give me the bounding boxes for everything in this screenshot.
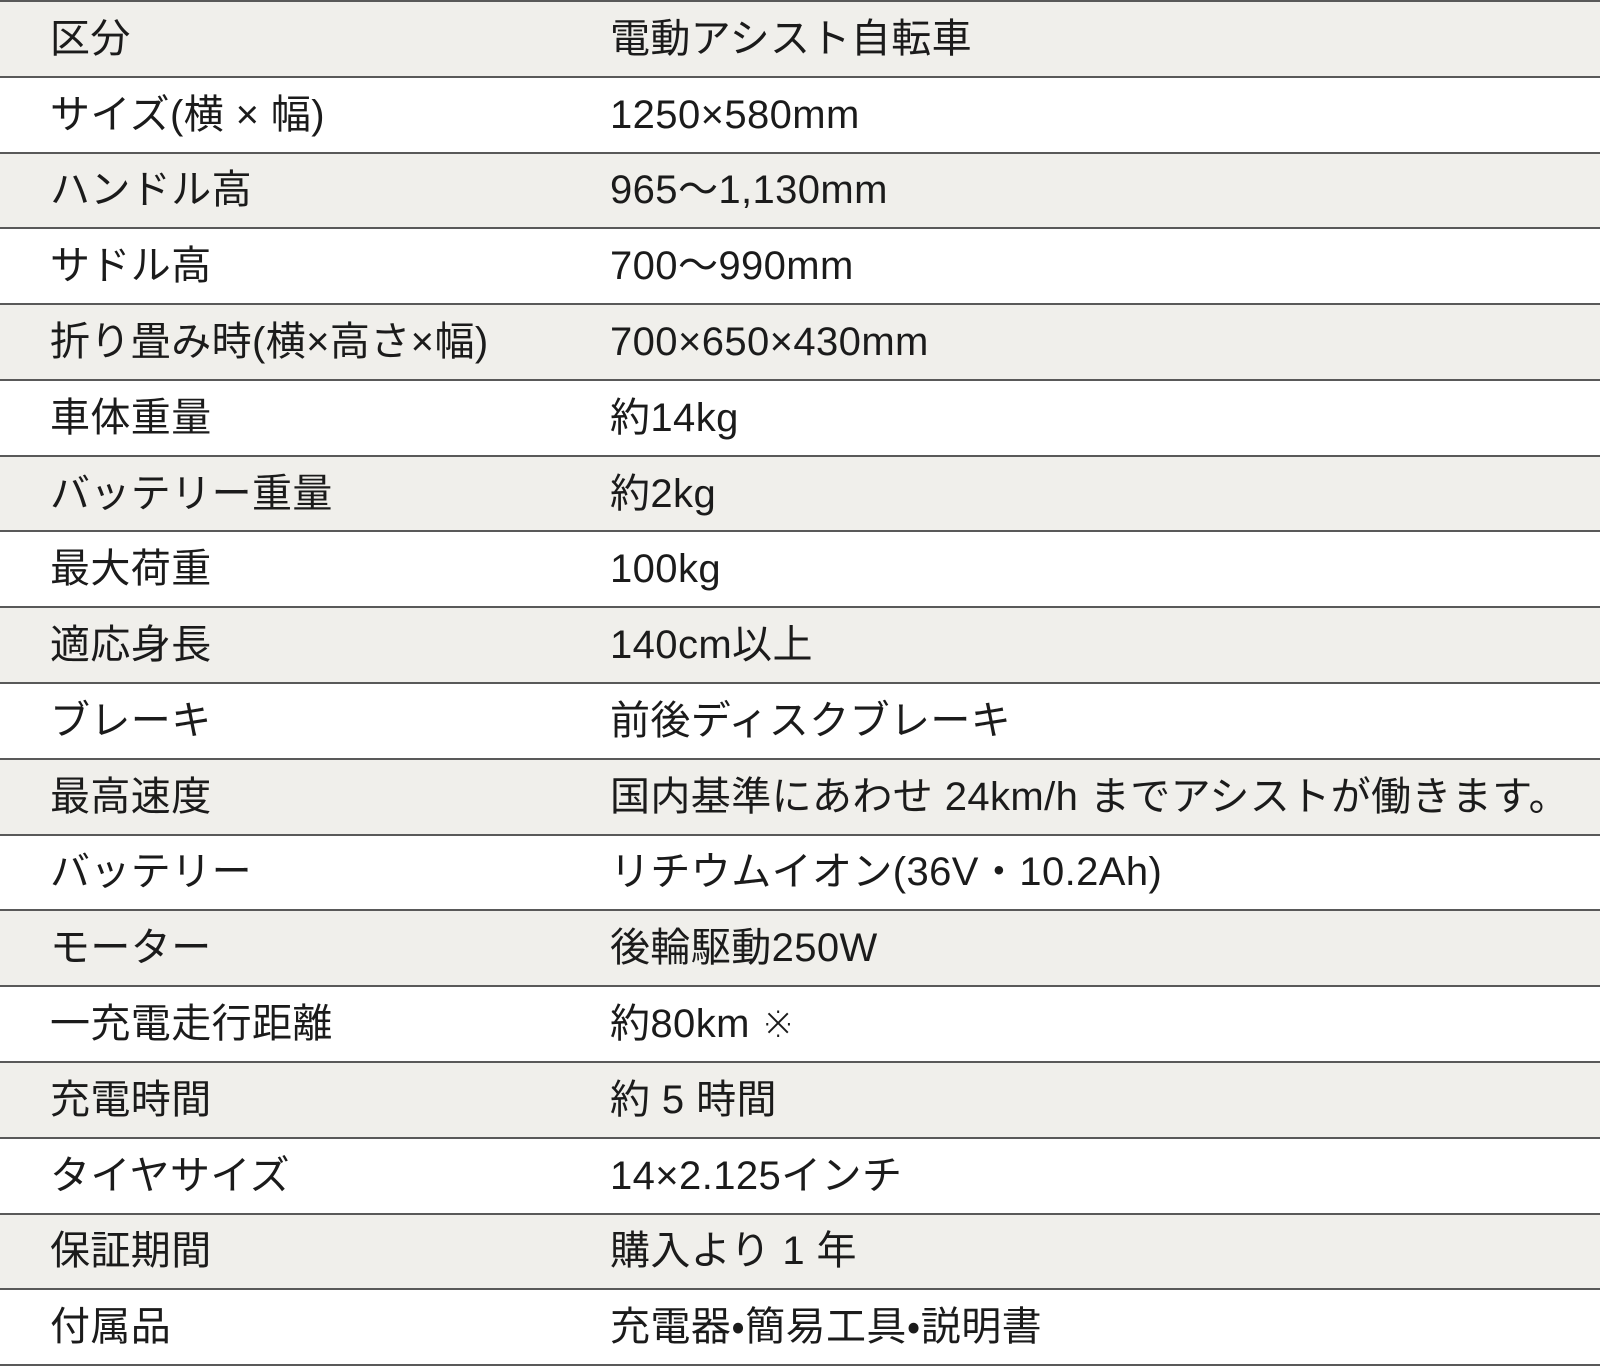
spec-value: 1250×580mm [610,92,860,137]
spec-label: サイズ(横 × 幅) [50,92,326,137]
spec-row-kubun: 区分 電動アシスト自転車 [0,2,1600,78]
spec-row-height-range: 適応身長 140cm以上 [0,608,1600,685]
spec-value: 700×650×430mm [610,320,929,365]
spec-row-brake: ブレーキ 前後ディスクブレーキ [0,684,1600,760]
spec-row-max-speed: 最高速度 国内基準にあわせ 24km/h までアシストが働きます。 [0,759,1600,836]
spec-value: 700〜990mm [610,244,854,289]
spec-label: 保証期間 [50,1229,212,1274]
spec-label: 適応身長 [50,623,212,668]
spec-row-battery: バッテリー リチウムイオン(36V・10.2Ah) [0,835,1600,912]
spec-value: 約 5 時間 [610,1077,777,1122]
spec-value: 140cm以上 [610,623,813,668]
spec-row-charge-time: 充電時間 約 5 時間 [0,1062,1600,1139]
spec-label: 最大荷重 [50,547,212,592]
spec-value: 14×2.125インチ [610,1153,903,1198]
spec-label: 折り畳み時(横×高さ×幅) [50,320,489,365]
spec-label: タイヤサイズ [50,1153,290,1198]
spec-row-body-weight: 車体重量 約14kg [0,380,1600,457]
spec-row-range-per-charge: 一充電走行距離 約80km ※ [0,987,1600,1063]
spec-value: 約2kg [610,471,717,516]
spec-value: 前後ディスクブレーキ [610,698,1012,743]
spec-value: 国内基準にあわせ 24km/h までアシストが働きます。 [610,774,1569,819]
spec-label: 車体重量 [50,395,212,440]
spec-label: サドル高 [50,244,212,289]
spec-label: 一充電走行距離 [50,1002,333,1047]
spec-value: 965〜1,130mm [610,168,888,213]
spec-label: ブレーキ [50,698,212,743]
spec-row-warranty: 保証期間 購入より 1 年 [0,1214,1600,1291]
spec-value: 電動アシスト自転車 [610,16,972,61]
spec-value: 購入より 1 年 [610,1229,857,1274]
spec-row-battery-weight: バッテリー重量 約2kg [0,456,1600,533]
spec-label: 区分 [50,16,131,61]
spec-value: 充電器・簡易工具・説明書 [610,1305,1042,1350]
spec-label: モーター [50,926,212,971]
spec-row-max-load: 最大荷重 100kg [0,532,1600,609]
spec-row-accessories: 付属品 充電器・簡易工具・説明書 [0,1290,1600,1366]
spec-label: 付属品 [50,1305,172,1350]
spec-label: バッテリー重量 [50,471,333,516]
spec-value: 100kg [610,547,721,592]
spec-label: バッテリー [50,850,252,895]
spec-row-tire-size: タイヤサイズ 14×2.125インチ [0,1138,1600,1215]
spec-row-handle-height: ハンドル高 965〜1,130mm [0,153,1600,230]
spec-value: 約80km ※ [610,1002,796,1047]
spec-value: 約14kg [610,395,739,440]
spec-label: 充電時間 [50,1077,212,1122]
spec-row-saddle-height: サドル高 700〜990mm [0,229,1600,306]
spec-label: 最高速度 [50,774,212,819]
spec-row-folded-size: 折り畳み時(横×高さ×幅) 700×650×430mm [0,305,1600,381]
spec-value: 後輪駆動250W [610,926,878,971]
spec-value: リチウムイオン(36V・10.2Ah) [610,850,1163,895]
spec-row-motor: モーター 後輪駆動250W [0,911,1600,988]
spec-label: ハンドル高 [50,168,252,213]
spec-row-size: サイズ(横 × 幅) 1250×580mm [0,77,1600,154]
